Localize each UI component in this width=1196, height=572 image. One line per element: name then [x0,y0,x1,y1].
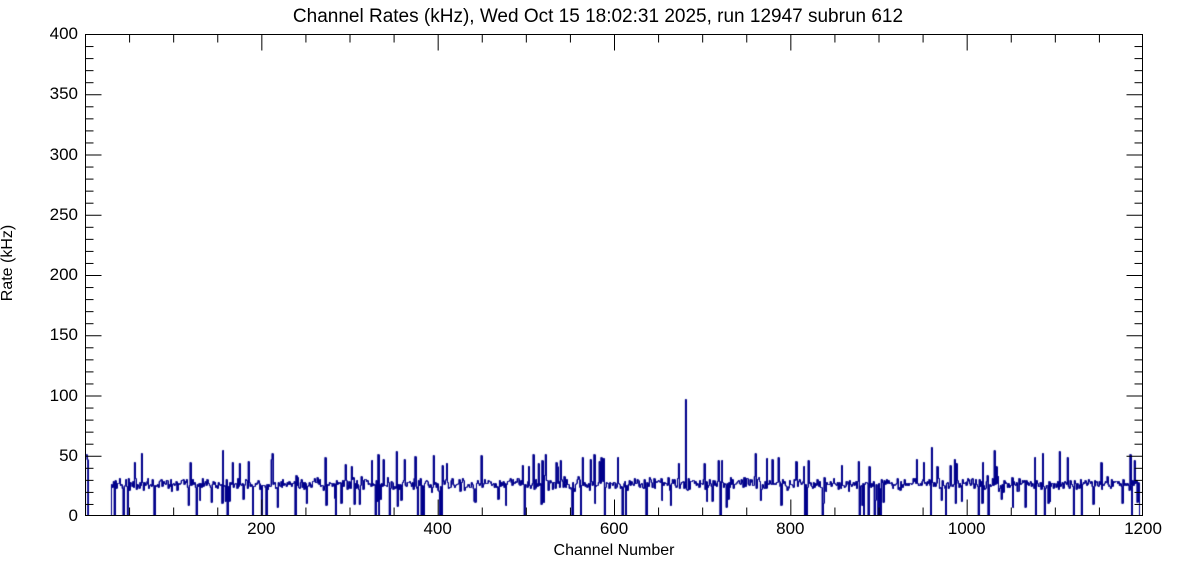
x-tick-label: 1200 [1124,519,1162,538]
x-tick-label: 400 [423,519,452,538]
y-tick-label: 50 [59,445,78,465]
y-tick-label: 0 [68,506,78,525]
x-tick-label: 800 [776,519,805,538]
y-tick-label: 300 [49,144,78,164]
y-tick-label: 200 [49,265,78,284]
y-tick-label: 100 [49,385,78,405]
x-tick-label: 600 [599,519,629,538]
y-tick-label: 350 [49,84,78,104]
plot-area [85,34,1143,516]
x-axis-tick-labels: 200 400 600 800 1000 1200 [0,520,1196,544]
y-tick-label: 400 [49,24,78,43]
y-tick-label: 250 [49,204,78,224]
y-axis-tick-labels: 0 50 100 150 200 250 300 350 400 [0,0,78,572]
x-axis-title: Channel Number [553,542,675,559]
y-tick-label: 150 [49,325,78,345]
histogram-canvas [85,34,1143,516]
x-tick-label: 200 [247,519,276,538]
chart-title: Channel Rates (kHz), Wed Oct 15 18:02:31… [292,6,904,27]
x-tick-label: 1000 [947,519,986,538]
y-axis-title: Rate (kHz) [0,224,16,302]
